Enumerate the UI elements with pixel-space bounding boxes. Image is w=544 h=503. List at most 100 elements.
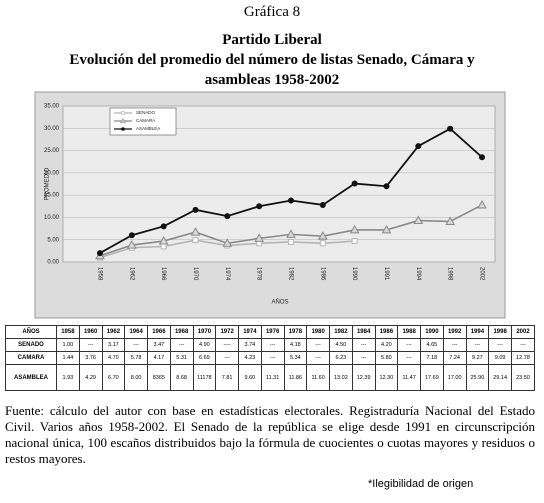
marker [351, 180, 358, 187]
marker [190, 227, 201, 236]
table-cell: --- [215, 351, 239, 365]
marker [415, 143, 422, 150]
table-cell: 4.70 [101, 351, 126, 365]
x-tick-label: 1974 [224, 267, 230, 281]
header-cell: 1992 [442, 325, 467, 339]
header-cell: 1964 [124, 325, 148, 339]
x-tick-label: 1986 [319, 267, 325, 281]
subtitle: Evolución del promedio del número de lis… [69, 52, 475, 68]
table-cell: 17.69 [420, 364, 444, 391]
legend-label: CÁMARA [136, 117, 155, 123]
marker [97, 250, 103, 257]
figure-number: Gráfica 8 [243, 4, 301, 20]
marker [256, 203, 263, 210]
marker [447, 125, 454, 132]
table-cell: --- [465, 338, 490, 352]
subtitle: asambleas 1958-2002 [204, 72, 340, 88]
x-tick-label: 1966 [160, 267, 166, 281]
header-cell: CAMARA [5, 351, 57, 365]
table-cell: --- [124, 338, 148, 352]
marker [224, 213, 231, 220]
header-cell: 1976 [260, 325, 285, 339]
table-cell: 3.74 [238, 338, 262, 352]
table-cell: 11.86 [283, 364, 308, 391]
table-cell: --- [260, 351, 285, 365]
marker [319, 240, 326, 247]
table-cell: 9.60 [238, 364, 262, 391]
header-cell: 1958 [56, 325, 80, 339]
x-tick-label: 1978 [256, 267, 262, 281]
header-cell: 1978 [283, 325, 308, 339]
table-cell: 9.09 [488, 351, 512, 365]
marker [349, 224, 360, 234]
marker [160, 223, 167, 230]
marker [120, 117, 126, 124]
table-cell: 1.93 [56, 364, 80, 391]
marker [319, 201, 326, 208]
table-cell: 3.47 [147, 338, 171, 352]
table-cell: 4.20 [374, 338, 399, 352]
table-cell: --- [511, 338, 535, 352]
marker [160, 243, 167, 250]
table-cell: 11.47 [397, 364, 421, 391]
marker [381, 224, 392, 234]
x-tick-label: 1994 [415, 267, 421, 281]
table-cell: 8.68 [169, 364, 194, 391]
table-cell: 6.69 [192, 351, 217, 365]
y-tick-label: 25.00 [44, 148, 60, 154]
marker [413, 215, 424, 225]
table-cell: --- [397, 338, 421, 352]
table-cell: 12.78 [511, 351, 535, 365]
x-tick-label: 1990 [351, 267, 357, 281]
marker [222, 238, 233, 247]
table-cell: --- [488, 338, 512, 352]
table-cell: 13.02 [329, 364, 353, 391]
table-cell: 12.30 [374, 364, 399, 391]
header-cell: 1972 [215, 325, 239, 339]
y-tick-label: 10.00 [44, 215, 60, 221]
table-cell: 12.39 [351, 364, 376, 391]
table-cell: 5.31 [169, 351, 194, 365]
header-cell: 2002 [511, 325, 535, 339]
y-axis-label: PROMEDIO [45, 167, 51, 200]
legend-label: ASAMBLEA [136, 126, 160, 131]
marker [383, 183, 390, 190]
header-cell: 1966 [147, 325, 171, 339]
header-cell: 1960 [78, 325, 103, 339]
table-cell: 11.60 [306, 364, 330, 391]
table-cell: 1.00 [56, 338, 80, 352]
header-cell: 1968 [169, 325, 194, 339]
table-cell: 4.29 [78, 364, 103, 391]
marker [445, 216, 456, 225]
y-tick-label: 0.00 [47, 260, 59, 266]
y-tick-label: 20.00 [44, 170, 60, 176]
marker [121, 127, 125, 131]
header-cell: 1974 [238, 325, 262, 339]
marker [351, 238, 358, 245]
x-tick-label: 1982 [287, 267, 293, 281]
table-cell: 7.18 [420, 351, 444, 365]
header-cell: 1986 [374, 325, 399, 339]
y-tick-label: 5.00 [47, 237, 59, 243]
table-cell: ---- [215, 338, 239, 352]
x-tick-label: 1958 [96, 267, 102, 281]
marker [254, 233, 265, 242]
table-cell: --- [306, 351, 330, 365]
table-cell: 4.90 [192, 338, 217, 352]
marker [477, 199, 487, 209]
table-cell: 11178 [192, 364, 217, 391]
marker [286, 229, 296, 238]
header-cell: AÑOS [5, 325, 57, 339]
header-cell: 1970 [192, 325, 217, 339]
table-cell: 11.31 [260, 364, 285, 391]
y-tick-label: 35.00 [44, 104, 60, 110]
table-cell: 25.90 [465, 364, 490, 391]
x-tick-label: 1998 [447, 267, 453, 281]
table-cell: 4.50 [329, 338, 353, 352]
table-cell: --- [306, 338, 330, 352]
table-cell: 3.76 [78, 351, 103, 365]
marker [288, 238, 294, 245]
header-cell: 1984 [351, 325, 376, 339]
table-cell: --- [169, 338, 194, 352]
